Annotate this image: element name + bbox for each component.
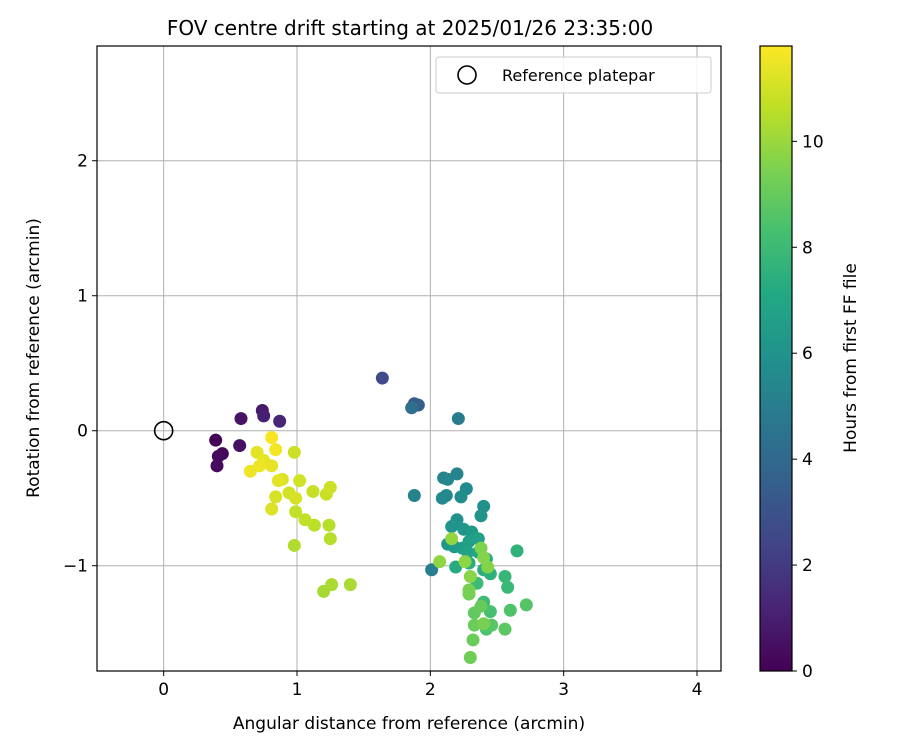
data-point <box>323 532 337 546</box>
data-point <box>287 538 301 552</box>
data-point <box>463 570 477 584</box>
data-points <box>209 371 533 665</box>
data-point <box>501 580 515 594</box>
data-point <box>510 544 524 558</box>
data-point <box>498 622 512 636</box>
data-point <box>289 505 303 519</box>
data-point <box>462 583 476 597</box>
data-point <box>343 578 357 592</box>
data-point <box>269 443 283 457</box>
data-point <box>293 474 307 488</box>
data-point <box>405 401 419 415</box>
data-point <box>433 555 447 569</box>
data-point <box>407 489 421 503</box>
data-point <box>323 480 337 494</box>
data-point <box>325 578 339 592</box>
data-point <box>450 467 464 481</box>
data-point <box>451 412 465 426</box>
legend-box <box>435 56 712 94</box>
data-point <box>287 445 301 459</box>
data-point <box>498 570 512 584</box>
data-point <box>210 459 224 473</box>
reference-point <box>153 420 174 441</box>
legend: Reference platepar <box>435 56 712 94</box>
colorbar-tick-label: 8 <box>802 238 813 258</box>
data-point <box>265 430 279 444</box>
data-point <box>289 491 303 505</box>
y-tick-label: 0 <box>77 422 88 442</box>
legend-marker <box>457 65 477 85</box>
colorbar-tick-label: 10 <box>802 132 824 152</box>
data-point <box>466 633 480 647</box>
grid <box>97 46 721 671</box>
colorbar-gradient <box>759 45 793 672</box>
data-point <box>322 518 336 532</box>
legend-label: Reference platepar <box>502 66 655 85</box>
colorbar-tick-label: 2 <box>802 556 813 576</box>
colorbar-tick-label: 0 <box>802 662 813 682</box>
data-point <box>445 532 459 546</box>
chart-title: FOV centre drift starting at 2025/01/26 … <box>167 16 653 40</box>
data-point <box>265 459 279 473</box>
x-tick-label: 3 <box>558 680 569 700</box>
y-axis-label: Rotation from reference (arcmin) <box>24 218 44 498</box>
data-point <box>257 409 271 423</box>
data-point <box>474 509 488 523</box>
colorbar: 0 2 4 6 8 10 Hours from first FF file <box>759 45 861 682</box>
x-axis-label: Angular distance from reference (arcmin) <box>233 714 585 734</box>
data-point <box>375 371 389 385</box>
y-tick-label: 2 <box>77 152 88 172</box>
data-point <box>474 599 488 613</box>
y-tick-label: −1 <box>63 557 88 577</box>
data-point <box>233 439 247 453</box>
x-tick-label: 0 <box>158 680 169 700</box>
data-point <box>243 464 257 478</box>
data-point <box>454 490 468 504</box>
data-point <box>209 433 223 447</box>
x-tick-label: 4 <box>692 680 703 700</box>
colorbar-tick-label: 6 <box>802 344 813 364</box>
data-point <box>463 651 477 665</box>
data-point <box>458 555 472 569</box>
data-point <box>435 491 449 505</box>
data-point <box>269 490 283 504</box>
data-point <box>271 474 285 488</box>
y-axis: −1 0 1 2 <box>63 152 97 577</box>
data-point <box>234 412 248 426</box>
data-point <box>519 598 533 612</box>
data-point <box>481 560 495 574</box>
data-point <box>425 563 439 577</box>
data-point <box>445 520 459 534</box>
data-point <box>265 502 279 516</box>
data-point <box>273 414 287 428</box>
colorbar-label: Hours from first FF file <box>841 263 861 453</box>
x-tick-label: 1 <box>292 680 303 700</box>
data-point <box>503 603 517 617</box>
plot-frame <box>96 45 722 672</box>
colorbar-tick-label: 4 <box>802 450 813 470</box>
data-point <box>298 513 312 527</box>
data-point <box>477 617 491 631</box>
data-point <box>306 484 320 498</box>
y-tick-label: 1 <box>77 287 88 307</box>
x-tick-label: 2 <box>425 680 436 700</box>
colorbar-ticks: 0 2 4 6 8 10 <box>792 132 824 682</box>
x-axis: 0 1 2 3 4 <box>158 671 702 700</box>
